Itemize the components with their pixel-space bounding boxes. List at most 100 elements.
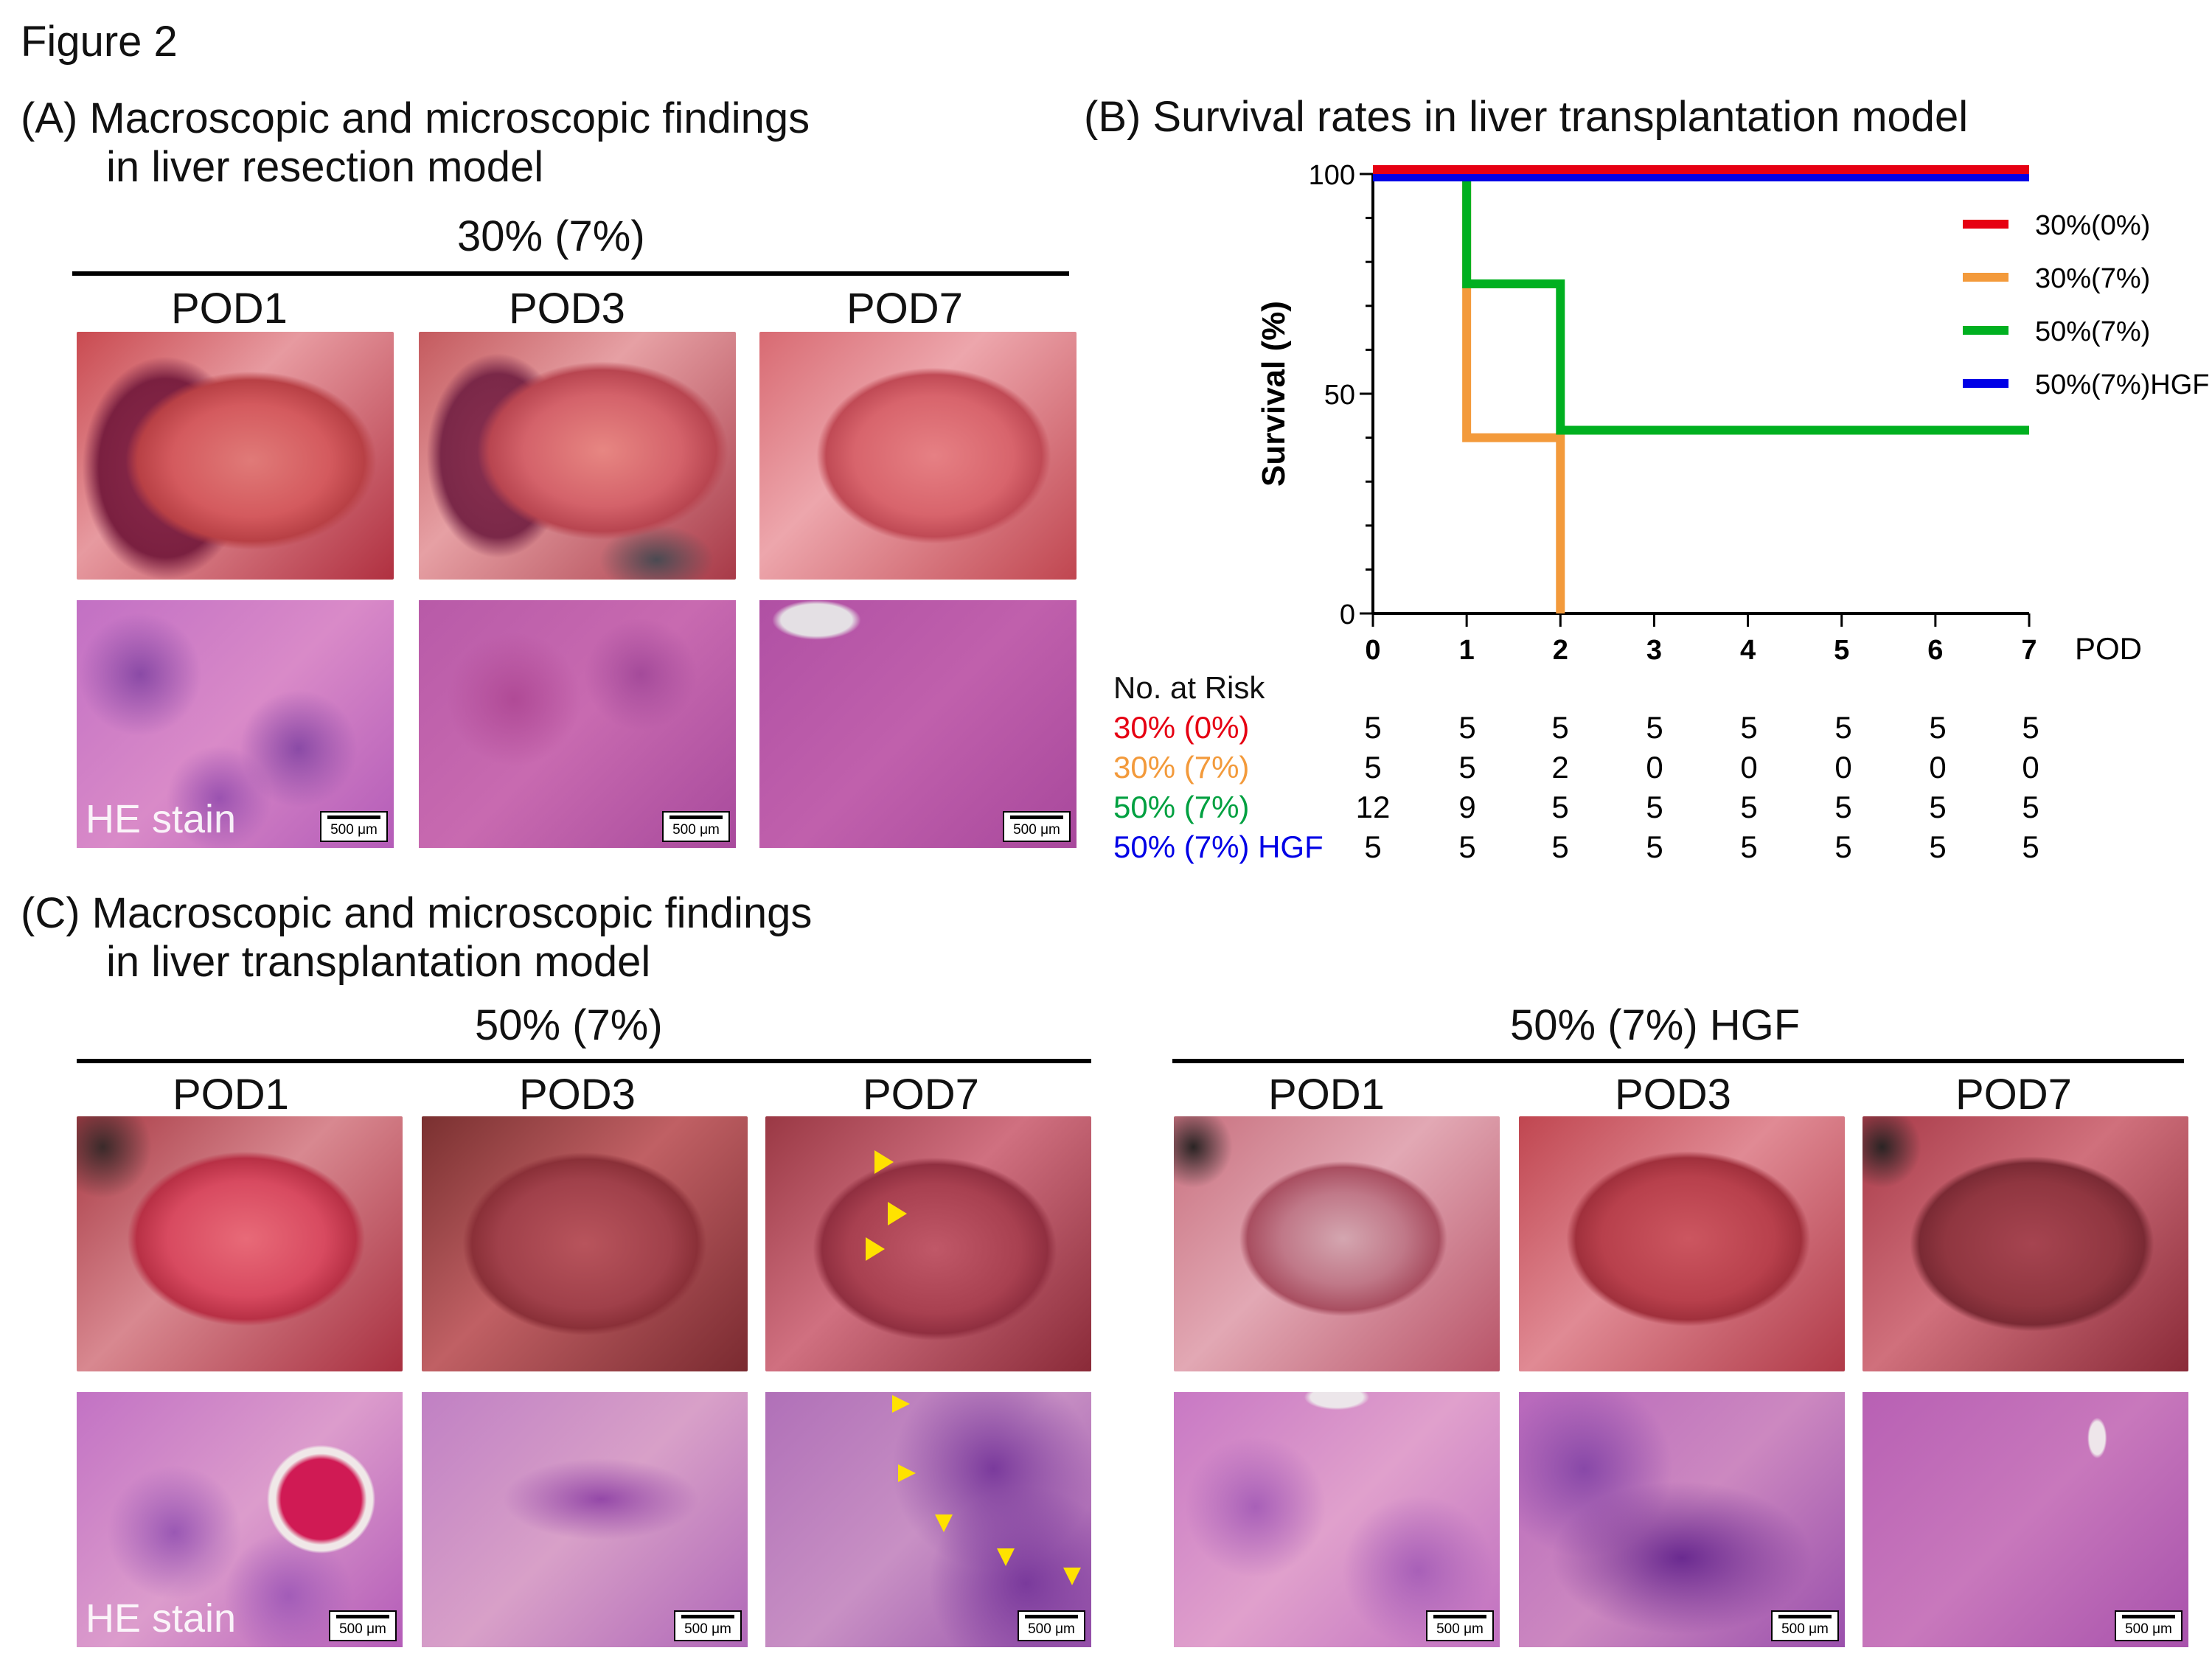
risk-cell: 5 — [1740, 830, 1758, 864]
panel-c-left-histology-pod3: 500 μm — [422, 1392, 748, 1647]
panel-a-he-stain-label: HE stain — [86, 797, 237, 841]
panel-c-right-col-pod1: POD1 — [1268, 1071, 1385, 1119]
risk-cell: 5 — [1551, 790, 1569, 824]
panel-c-group-right-label: 50% (7%) HGF — [1510, 1001, 1801, 1049]
arrowhead-icon — [874, 1150, 894, 1174]
risk-table-header: No. at Risk — [1113, 670, 1265, 705]
risk-cell: 5 — [1646, 830, 1663, 864]
risk-cell: 5 — [1929, 790, 1947, 824]
x-tick-label: 0 — [1365, 635, 1380, 666]
panel-c-left-histology-pod1: HE stain 500 μm — [77, 1392, 403, 1647]
panel-a-histology-pod1: HE stain 500 μm — [77, 600, 394, 848]
risk-cell: 5 — [2022, 790, 2039, 824]
risk-row-label: 50% (7%) HGF — [1113, 830, 1324, 864]
risk-cell: 5 — [1740, 710, 1758, 745]
risk-cell: 5 — [1364, 830, 1382, 864]
panel-a-col-pod3: POD3 — [509, 285, 625, 333]
risk-cell: 12 — [1355, 790, 1391, 824]
y-axis-label: Survival (%) — [1256, 301, 1292, 487]
panel-c-right-liver-photo-pod1 — [1174, 1116, 1500, 1371]
panel-c-right-liver-photo-pod7 — [1863, 1116, 2188, 1371]
risk-cell: 5 — [1458, 750, 1476, 785]
panel-c-right-col-pod7: POD7 — [1955, 1071, 2072, 1119]
risk-cell: 0 — [1740, 750, 1758, 785]
arrowhead-icon — [1063, 1568, 1081, 1585]
risk-row-label: 50% (7%) — [1113, 790, 1250, 824]
panel-c-scale-bar-right-pod3: 500 μm — [1771, 1610, 1839, 1641]
x-tick-label: 4 — [1740, 635, 1756, 666]
risk-cell: 0 — [1834, 750, 1852, 785]
panel-c-heading-line2: in liver transplantation model — [106, 938, 651, 986]
risk-cell: 5 — [1834, 710, 1852, 745]
risk-row-label: 30% (0%) — [1113, 710, 1250, 745]
x-tick-label: 5 — [1834, 635, 1849, 666]
risk-cell: 9 — [1458, 790, 1476, 824]
x-tick-label: 2 — [1553, 635, 1568, 666]
panel-c-scale-bar-left-pod1: 500 μm — [329, 1610, 397, 1641]
arrowhead-icon — [866, 1237, 885, 1261]
arrowhead-icon — [997, 1548, 1015, 1566]
panel-c-left-liver-photo-pod1 — [77, 1116, 403, 1371]
scale-bar-label: 500 μm — [672, 822, 720, 838]
panel-a-histology-pod3: 500 μm — [419, 600, 736, 848]
panel-c-group-left-rule — [77, 1059, 1091, 1063]
risk-cell: 5 — [1834, 790, 1852, 824]
panel-c-scale-bar-right-pod7: 500 μm — [2115, 1610, 2183, 1641]
panel-c-he-stain-label: HE stain — [86, 1596, 237, 1641]
panel-c-scale-bar-left-pod7: 500 μm — [1018, 1610, 1085, 1641]
panel-c-right-col-pod3: POD3 — [1615, 1071, 1731, 1119]
arrowhead-icon — [892, 1395, 910, 1413]
scale-bar-label: 500 μm — [1028, 1621, 1075, 1637]
y-tick-label: 100 — [1309, 160, 1355, 191]
x-tick-label: 6 — [1927, 635, 1943, 666]
risk-cell: 5 — [1646, 790, 1663, 824]
panel-a-scale-bar-pod7: 500 μm — [1003, 811, 1071, 842]
panel-a-group-rule — [72, 271, 1069, 276]
panel-c-left-col-pod7: POD7 — [863, 1071, 979, 1119]
panel-a-heading-line1: (A) Macroscopic and microscopic findings — [21, 94, 810, 142]
panel-c-right-histology-pod7: 500 μm — [1863, 1392, 2188, 1647]
panel-c-right-histology-pod3: 500 μm — [1519, 1392, 1845, 1647]
panel-b-heading: (B) Survival rates in liver transplantat… — [1084, 93, 1969, 141]
panel-c-left-col-pod3: POD3 — [519, 1071, 636, 1119]
panel-c-right-liver-photo-pod3 — [1519, 1116, 1845, 1371]
panel-c-right-histology-pod1: 500 μm — [1174, 1392, 1500, 1647]
panel-a-scale-bar-pod3: 500 μm — [662, 811, 730, 842]
risk-cell: 5 — [1740, 790, 1758, 824]
risk-cell: 2 — [1551, 750, 1569, 785]
panel-c-left-col-pod1: POD1 — [173, 1071, 289, 1119]
arrowhead-icon — [898, 1464, 916, 1482]
panel-a-liver-photo-pod3 — [419, 332, 736, 580]
scale-bar-label: 500 μm — [330, 822, 378, 838]
risk-cell: 5 — [1551, 830, 1569, 864]
risk-cell: 5 — [1834, 830, 1852, 864]
risk-cell: 5 — [1646, 710, 1663, 745]
risk-cell: 0 — [1929, 750, 1947, 785]
risk-cell: 5 — [1364, 750, 1382, 785]
panel-c-left-liver-photo-pod3 — [422, 1116, 748, 1371]
risk-cell: 5 — [1458, 830, 1476, 864]
legend-label-2: 50%(7%) — [2035, 316, 2150, 347]
scale-bar-label: 500 μm — [339, 1621, 386, 1637]
scale-bar-label: 500 μm — [1013, 822, 1060, 838]
x-axis-label: POD — [2075, 631, 2142, 666]
figure-title: Figure 2 — [21, 18, 178, 66]
survival-chart: 0 50 100 0 1 2 3 4 5 6 7 POD Survival (%) 30%(0%) 30%(… — [1256, 160, 2210, 666]
panel-c-group-left-label: 50% (7%) — [475, 1001, 663, 1049]
risk-cell: 5 — [2022, 710, 2039, 745]
risk-cell: 5 — [1929, 830, 1947, 864]
legend-label-3: 50%(7%)HGF — [2035, 369, 2210, 400]
x-tick-label: 1 — [1459, 635, 1475, 666]
x-tick-label: 7 — [2021, 635, 2037, 666]
series-line-2 — [1462, 174, 2029, 435]
risk-cell: 0 — [2022, 750, 2039, 785]
panel-c-scale-bar-left-pod3: 500 μm — [674, 1610, 742, 1641]
risk-cell: 0 — [1646, 750, 1663, 785]
scale-bar-label: 500 μm — [684, 1621, 731, 1637]
panel-a-scale-bar-pod1: 500 μm — [320, 811, 388, 842]
arrowhead-icon — [935, 1514, 953, 1532]
panel-c-left-histology-pod7: 500 μm — [765, 1392, 1091, 1647]
panel-c-heading-line1: (C) Macroscopic and microscopic findings — [21, 889, 813, 937]
arrowhead-icon — [888, 1202, 907, 1225]
risk-cell: 5 — [1458, 710, 1476, 745]
